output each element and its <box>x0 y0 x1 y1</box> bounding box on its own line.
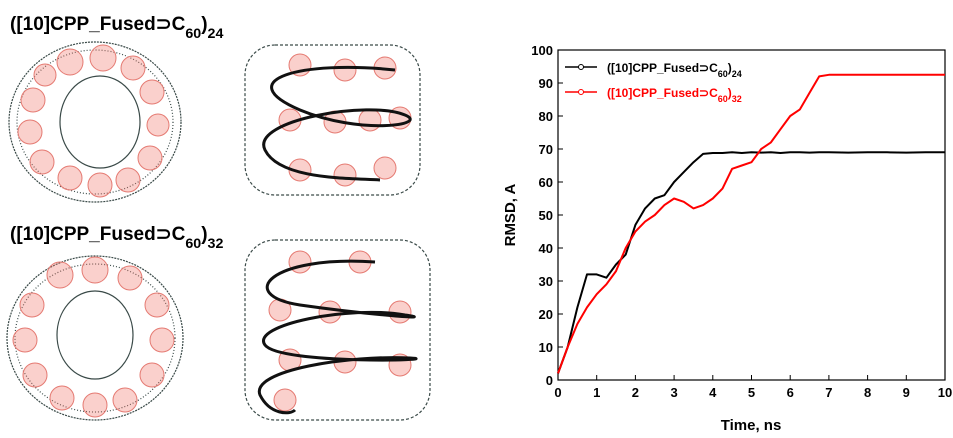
ring <box>8 41 182 203</box>
y-tick-label: 0 <box>546 373 553 388</box>
panel-label: ([10]CPP_Fused⊃C60)24 <box>10 14 223 42</box>
y-tick-label: 100 <box>531 43 553 58</box>
x-tick-label: 10 <box>938 385 952 400</box>
y-tick-label: 60 <box>539 175 553 190</box>
x-tick-label: 0 <box>554 385 561 400</box>
y-tick-label: 20 <box>539 307 553 322</box>
x-tick-label: 5 <box>748 385 755 400</box>
y-tick-label: 40 <box>539 241 553 256</box>
x-tick-label: 8 <box>864 385 871 400</box>
x-tick-label: 3 <box>670 385 677 400</box>
series-line <box>557 73 945 374</box>
x-tick-label: 1 <box>593 385 600 400</box>
x-tick-label: 6 <box>787 385 794 400</box>
series-line <box>557 151 945 374</box>
legend-label: ([10]CPP_Fused⊃C60)32 <box>607 86 742 104</box>
chart: RMSD, A Time, ns 0 10 20 30 40 50 60 70 80 90 100 0… <box>502 43 952 434</box>
y-tick-label: 90 <box>539 76 553 91</box>
legend-marker <box>578 89 584 95</box>
y-tick-label: 70 <box>539 142 553 157</box>
tube <box>244 44 421 196</box>
y-tick-label: 50 <box>539 208 553 223</box>
y-axis-label: RMSD, A <box>502 183 519 246</box>
y-tick-label: 10 <box>539 340 553 355</box>
x-axis-label: Time, ns <box>721 417 782 434</box>
x-tick-label: 4 <box>709 385 717 400</box>
y-tick-label: 80 <box>539 109 553 124</box>
legend-marker <box>578 64 584 70</box>
x-tick-label: 2 <box>632 385 639 400</box>
y-tick-label: 30 <box>539 274 553 289</box>
molecule-illustrations: ([10]CPP_Fused⊃C60)24 ([10]CPP_Fused⊃C60… <box>6 14 431 421</box>
x-tick-label: 7 <box>825 385 832 400</box>
x-tick-label: 9 <box>903 385 910 400</box>
panel-label: ([10]CPP_Fused⊃C60)32 <box>10 224 223 252</box>
legend-label: ([10]CPP_Fused⊃C60)24 <box>607 61 742 79</box>
